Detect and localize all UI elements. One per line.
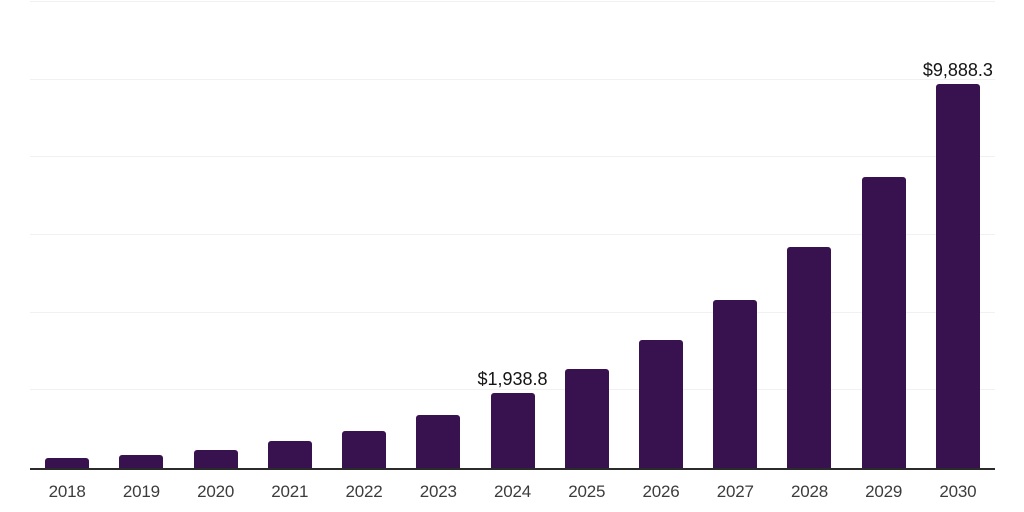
x-tick-label-2025: 2025 [568, 482, 606, 501]
x-tick-label-2030: 2030 [939, 482, 977, 501]
gridline-4000 [30, 311, 995, 313]
x-tick-label-2019: 2019 [122, 482, 160, 501]
bar-2024 [490, 392, 535, 468]
x-tick-label-2020: 2020 [197, 482, 235, 501]
bar-2018 [45, 458, 90, 468]
bar-2030 [935, 84, 980, 468]
gridline-10000 [30, 78, 995, 80]
gridline-12000 [30, 1, 995, 2]
bar-value-label-2024: $1,938.8 [477, 368, 548, 389]
gridline-6000 [30, 234, 995, 235]
x-tick-label-2028: 2028 [790, 482, 828, 501]
x-tick-label-2021: 2021 [271, 482, 309, 501]
x-tick-label-2024: 2024 [494, 482, 532, 501]
x-tick-label-2026: 2026 [642, 482, 680, 501]
bar-2022 [342, 431, 387, 468]
x-tick-label-2022: 2022 [345, 482, 383, 501]
bar-2025 [564, 369, 609, 468]
bar-2028 [787, 247, 832, 468]
bar-2020 [193, 450, 238, 468]
x-tick-label-2029: 2029 [865, 482, 903, 501]
plot-area: $1,938.8 $9,888.3 [30, 0, 995, 470]
bar-2029 [861, 176, 906, 468]
x-axis: 2018 2019 2020 2021 2022 2023 2024 2025 2026 2027… [30, 482, 995, 502]
gridline-2000 [30, 389, 995, 391]
bar-value-label-2030: $9,888.3 [922, 60, 993, 81]
bar-2023 [416, 415, 461, 468]
x-tick-label-2027: 2027 [716, 482, 754, 501]
bar-2019 [119, 454, 164, 468]
gridline-8000 [30, 156, 995, 158]
bar-2021 [267, 441, 312, 468]
bar-2026 [638, 339, 683, 468]
x-tick-label-2018: 2018 [48, 482, 86, 501]
bar-2027 [713, 299, 758, 468]
x-tick-label-2023: 2023 [419, 482, 457, 501]
